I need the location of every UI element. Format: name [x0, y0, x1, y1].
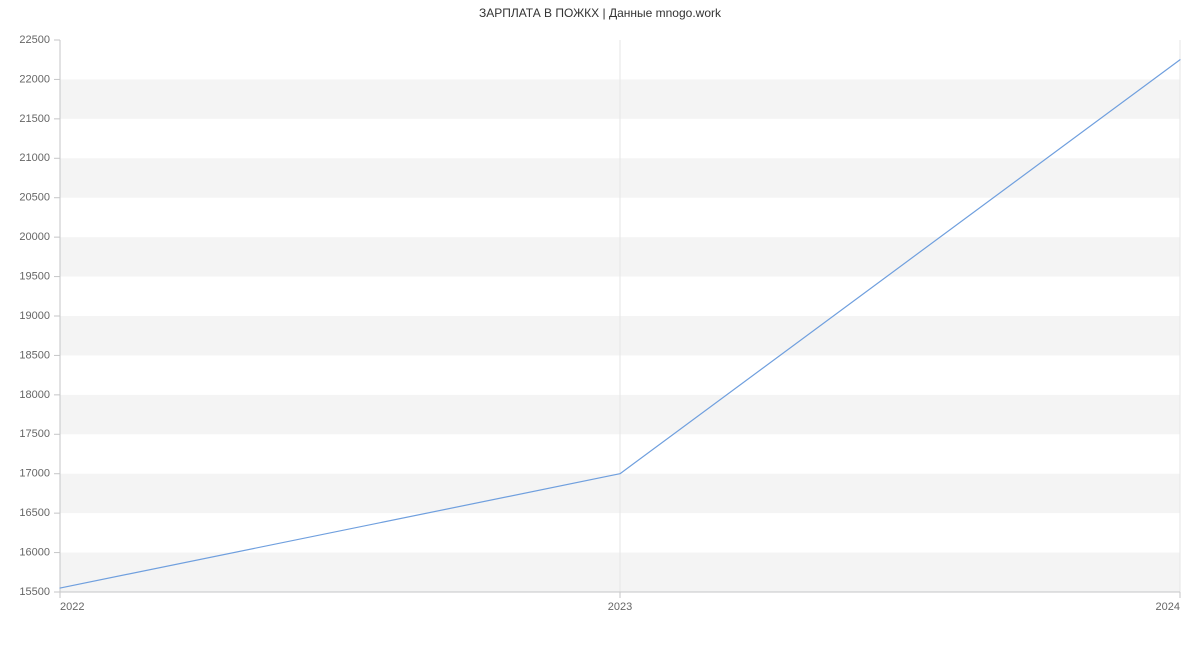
y-tick-label: 19000	[19, 310, 50, 322]
y-tick-label: 17000	[19, 468, 50, 480]
y-tick-label: 18000	[19, 389, 50, 401]
y-tick-label: 19500	[19, 270, 50, 282]
y-tick-label: 15500	[19, 586, 50, 598]
y-tick-label: 17500	[19, 428, 50, 440]
y-tick-label: 21000	[19, 152, 50, 164]
chart-title: ЗАРПЛАТА В ПОЖКХ | Данные mnogo.work	[0, 6, 1200, 20]
x-tick-label: 2024	[1156, 601, 1180, 613]
y-tick-label: 16500	[19, 507, 50, 519]
x-tick-label: 2022	[60, 601, 84, 613]
x-tick-label: 2023	[608, 601, 632, 613]
y-tick-label: 20500	[19, 192, 50, 204]
y-tick-label: 22500	[19, 34, 50, 46]
y-tick-label: 21500	[19, 113, 50, 125]
y-tick-label: 22000	[19, 73, 50, 85]
chart-container: ЗАРПЛАТА В ПОЖКХ | Данные mnogo.work 155…	[0, 0, 1200, 650]
y-tick-label: 20000	[19, 231, 50, 243]
y-tick-label: 16000	[19, 546, 50, 558]
line-chart: 15500 16000 16500 17000 17500 18000 18500 19000…	[0, 0, 1200, 650]
y-tick-label: 18500	[19, 349, 50, 361]
